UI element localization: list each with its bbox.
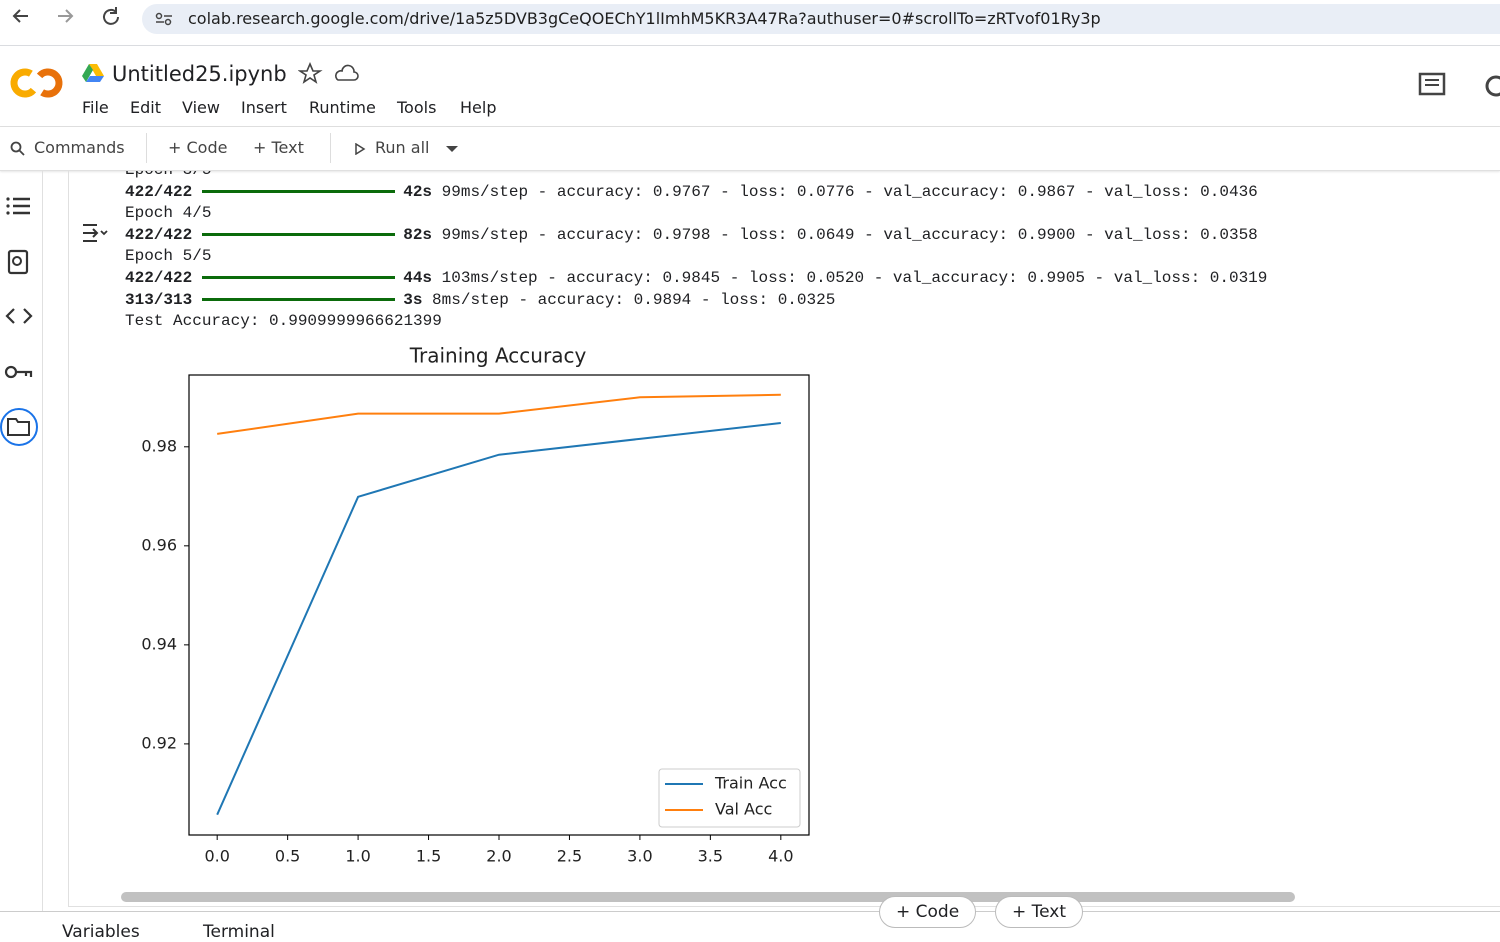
log-space (432, 183, 442, 201)
title-icons[interactable] (298, 62, 360, 86)
menu-item[interactable]: File (82, 98, 109, 117)
bottom-tool[interactable]: Variables (62, 922, 140, 942)
step-time: 44s (403, 269, 433, 287)
menu-item[interactable]: View (182, 98, 220, 117)
header-icons[interactable] (1418, 72, 1500, 100)
menu-item[interactable]: Help (460, 98, 497, 117)
log-line: Epoch 4/5 (125, 203, 211, 224)
x-tick-label: 2.5 (557, 847, 582, 866)
step-count: 422/422 (125, 225, 193, 244)
log-line: 422/422 42s 99ms/step - accuracy: 0.9767 … (125, 182, 1258, 203)
site-info-icon[interactable] (154, 11, 174, 27)
log-line: 422/422 82s 99ms/step - accuracy: 0.9798 … (125, 225, 1258, 246)
step-count: 313/313 (125, 290, 193, 309)
horizontal-scrollbar[interactable] (121, 892, 1295, 902)
y-tick-label: 0.98 (141, 436, 177, 455)
run-all-button[interactable]: Run all (375, 138, 430, 157)
legend-label: Train Acc (714, 774, 787, 793)
step-time: 42s (403, 182, 433, 201)
step-count: 422/422 (125, 182, 193, 201)
log-text: Epoch 5/5 (125, 247, 212, 266)
series-line (217, 393, 781, 435)
log-space (422, 291, 432, 309)
legend-label: Val Acc (715, 800, 772, 819)
x-tick-label: 4.0 (768, 847, 793, 866)
log-space (432, 226, 442, 244)
add-text-button[interactable]: + Text (253, 138, 304, 157)
commands-button[interactable]: Commands (34, 138, 125, 157)
colab-logo[interactable] (10, 66, 64, 100)
y-tick-label: 0.92 (141, 733, 177, 752)
log-line: Test Accuracy: 0.9909999966621399 (125, 311, 442, 332)
progress-bar (202, 297, 396, 301)
code-cell (68, 171, 1500, 907)
bottom-tool[interactable]: Terminal (203, 922, 275, 942)
log-text: 99ms/step - accuracy: 0.9798 - loss: 0.0… (441, 225, 1258, 244)
add-cell-button[interactable]: + Code (879, 896, 977, 928)
x-tick-label: 2.0 (486, 847, 511, 866)
log-text: 8ms/step - accuracy: 0.9894 - loss: 0.03… (432, 290, 836, 309)
log-text: Epoch 3/5 (125, 161, 212, 179)
menu-item[interactable]: Edit (130, 98, 161, 117)
sidebar-icons[interactable] (0, 191, 42, 471)
log-text: 103ms/step - accuracy: 0.9845 - loss: 0.… (441, 269, 1268, 287)
menu-item[interactable]: Runtime (309, 98, 376, 117)
output-toggle[interactable] (81, 221, 109, 245)
address-bar[interactable]: colab.research.google.com/drive/1a5z5DVB… (142, 4, 1500, 34)
menu-item[interactable]: Tools (397, 98, 437, 117)
step-time: 3s (403, 290, 423, 309)
log-line: 313/313 3s 8ms/step - accuracy: 0.9894 - … (125, 290, 835, 311)
run-menu-arrow[interactable] (445, 145, 459, 153)
x-tick-label: 0.0 (204, 847, 229, 866)
progress-bar (202, 233, 396, 237)
nav-buttons[interactable] (8, 4, 128, 32)
x-tick-label: 1.5 (416, 847, 441, 866)
chart: Training Accuracy 0.92 0.94 0.96 0.98 0.0 0.5… (141, 344, 810, 866)
add-cell-button[interactable]: + Text (995, 896, 1084, 928)
drive-icon (82, 64, 104, 82)
browser-bar: colab.research.google.com/drive/1a5z5DVB… (0, 0, 1500, 46)
x-tick-label: 3.5 (698, 847, 723, 866)
bottom-bar (0, 911, 1500, 937)
log-text: 99ms/step - accuracy: 0.9767 - loss: 0.0… (441, 182, 1258, 201)
y-tick-label: 0.94 (141, 634, 177, 653)
y-tick-label: 0.96 (141, 535, 177, 554)
url-text: colab.research.google.com/drive/1a5z5DVB… (188, 9, 1101, 28)
x-tick-label: 3.0 (627, 847, 652, 866)
search-icon (10, 141, 25, 156)
add-code-button[interactable]: + Code (168, 138, 228, 157)
plot-frame (188, 374, 810, 836)
log-space (432, 269, 442, 287)
colab-header: Untitled25.ipynb (0, 46, 1500, 127)
step-count: 422/422 (125, 269, 193, 287)
progress-bar (202, 189, 396, 193)
menu-item[interactable]: Insert (241, 98, 287, 117)
log-text: Epoch 4/5 (125, 204, 212, 223)
toolbar: Commands + Code + Text Run all (0, 127, 1500, 171)
log-line: 422/422 44s 103ms/step - accuracy: 0.9845… (125, 268, 1267, 289)
step-time: 82s (403, 225, 433, 244)
x-tick-label: 1.0 (345, 847, 370, 866)
chart-title: Training Accuracy (409, 344, 587, 368)
run-icon (355, 143, 366, 155)
series-line (216, 422, 781, 816)
x-tick-label: 0.5 (275, 847, 300, 866)
log-line: Epoch 3/5 (125, 161, 212, 181)
sidebar (0, 171, 43, 911)
log-text: Test Accuracy: 0.9909999966621399 (125, 312, 442, 331)
notebook-title[interactable]: Untitled25.ipynb (112, 62, 287, 86)
log-line: Epoch 5/5 (125, 246, 211, 267)
progress-bar (202, 276, 396, 280)
